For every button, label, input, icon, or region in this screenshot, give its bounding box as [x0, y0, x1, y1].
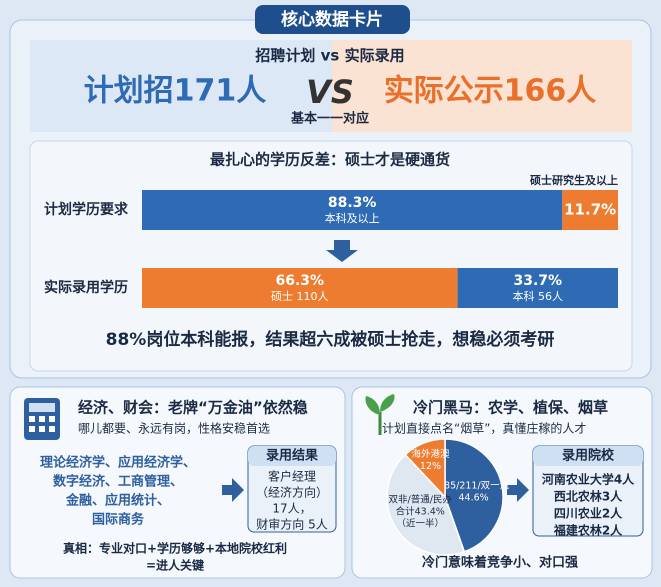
title: 核心数据卡片	[281, 9, 383, 30]
row-label: 计划学历要求	[44, 201, 129, 218]
bar-segment	[562, 190, 618, 230]
pie-slice	[444, 438, 504, 553]
pie-label: 合计43.4%	[396, 506, 445, 518]
pie-slice	[404, 438, 446, 499]
value-label: 66.3%	[276, 273, 325, 289]
down-arrow	[326, 240, 358, 262]
value-label: 88.3%	[328, 195, 377, 211]
result-line: 财审方向 5人	[256, 517, 327, 532]
school: 四川农业2人	[554, 506, 623, 521]
school: 西北农林3人	[554, 489, 623, 504]
pie-label: 985/211/双一流	[438, 480, 510, 492]
arrow	[507, 478, 529, 502]
school: 河南农业大学4人	[541, 472, 635, 487]
bar-segment	[142, 190, 563, 230]
actual-text: 实际公示166人	[384, 74, 597, 109]
schools-title: 录用院校	[562, 448, 615, 464]
bar-segment	[457, 268, 618, 308]
pie-label: 44.6%	[458, 493, 488, 504]
agriculture-footer: 冷门意味着竞争小、对口强	[422, 555, 578, 571]
actual-panel	[332, 40, 632, 132]
bar-segment	[142, 268, 458, 308]
comparison-note: 基本一一对应	[290, 111, 369, 127]
value-label: 33.7%	[514, 273, 563, 289]
segment-sublabel: 硕士 110人	[271, 290, 329, 303]
pie-label: 海外港澳	[411, 448, 450, 460]
pie-label: 12%	[420, 461, 441, 472]
segment-sublabel: 本科 56人	[513, 289, 564, 303]
schools-header	[533, 446, 643, 466]
major: 国际商务	[92, 512, 145, 528]
result-line: （经济方向）	[256, 485, 328, 500]
pie-label: （近一半）	[396, 518, 444, 530]
result-title: 录用结果	[266, 448, 318, 464]
value-label: 11.7%	[564, 201, 616, 219]
plan-panel	[30, 40, 332, 132]
vs: VS	[306, 73, 354, 111]
segment-sublabel: 硕士研究生及以上	[530, 173, 618, 187]
education-conclusion: 88%岗位本科能报，结果超六成被硕士抢走，想稳必须考研	[106, 329, 555, 350]
agriculture-title: 冷门黑马：农学、植保、烟草	[413, 399, 608, 417]
title-pill	[255, 5, 410, 34]
major: 理论经济学、应用经济学、	[40, 455, 196, 471]
arrow	[222, 478, 244, 502]
pie-slice	[386, 453, 466, 556]
comparison-heading: 招聘计划 vs 实际录用	[255, 47, 404, 65]
truth-line: =进人关键	[146, 558, 204, 573]
agriculture-subtitle: 计划直接点名“烟草”，真懂庄稼的人才	[382, 421, 586, 436]
result-header	[248, 446, 336, 466]
major: 数字经济、工商管理、	[53, 474, 183, 490]
education-title: 最扎心的学历反差：硕士才是硬通货	[210, 151, 450, 169]
result-line: 17人，	[272, 502, 311, 516]
calculator-icon	[24, 398, 60, 440]
economics-title: 经济、财会：老牌“万金油”依然稳	[78, 399, 308, 417]
truth-line: 真相：专业对口+学历够够+本地院校红利	[63, 541, 287, 556]
plan-text: 计划招171人	[84, 74, 267, 109]
row-label: 实际录用学历	[44, 279, 128, 296]
segment-sublabel: 本科及以上	[325, 211, 380, 225]
economics-subtitle: 哪儿都要、永远有岗，性格安稳首选	[78, 421, 270, 436]
result-line: 客户经理	[268, 469, 316, 484]
plant-icon	[365, 394, 395, 435]
school: 福建农林2人	[553, 523, 623, 538]
pie-label: 双非/普通/民办	[389, 494, 453, 506]
major: 金融、应用统计、	[65, 493, 170, 509]
